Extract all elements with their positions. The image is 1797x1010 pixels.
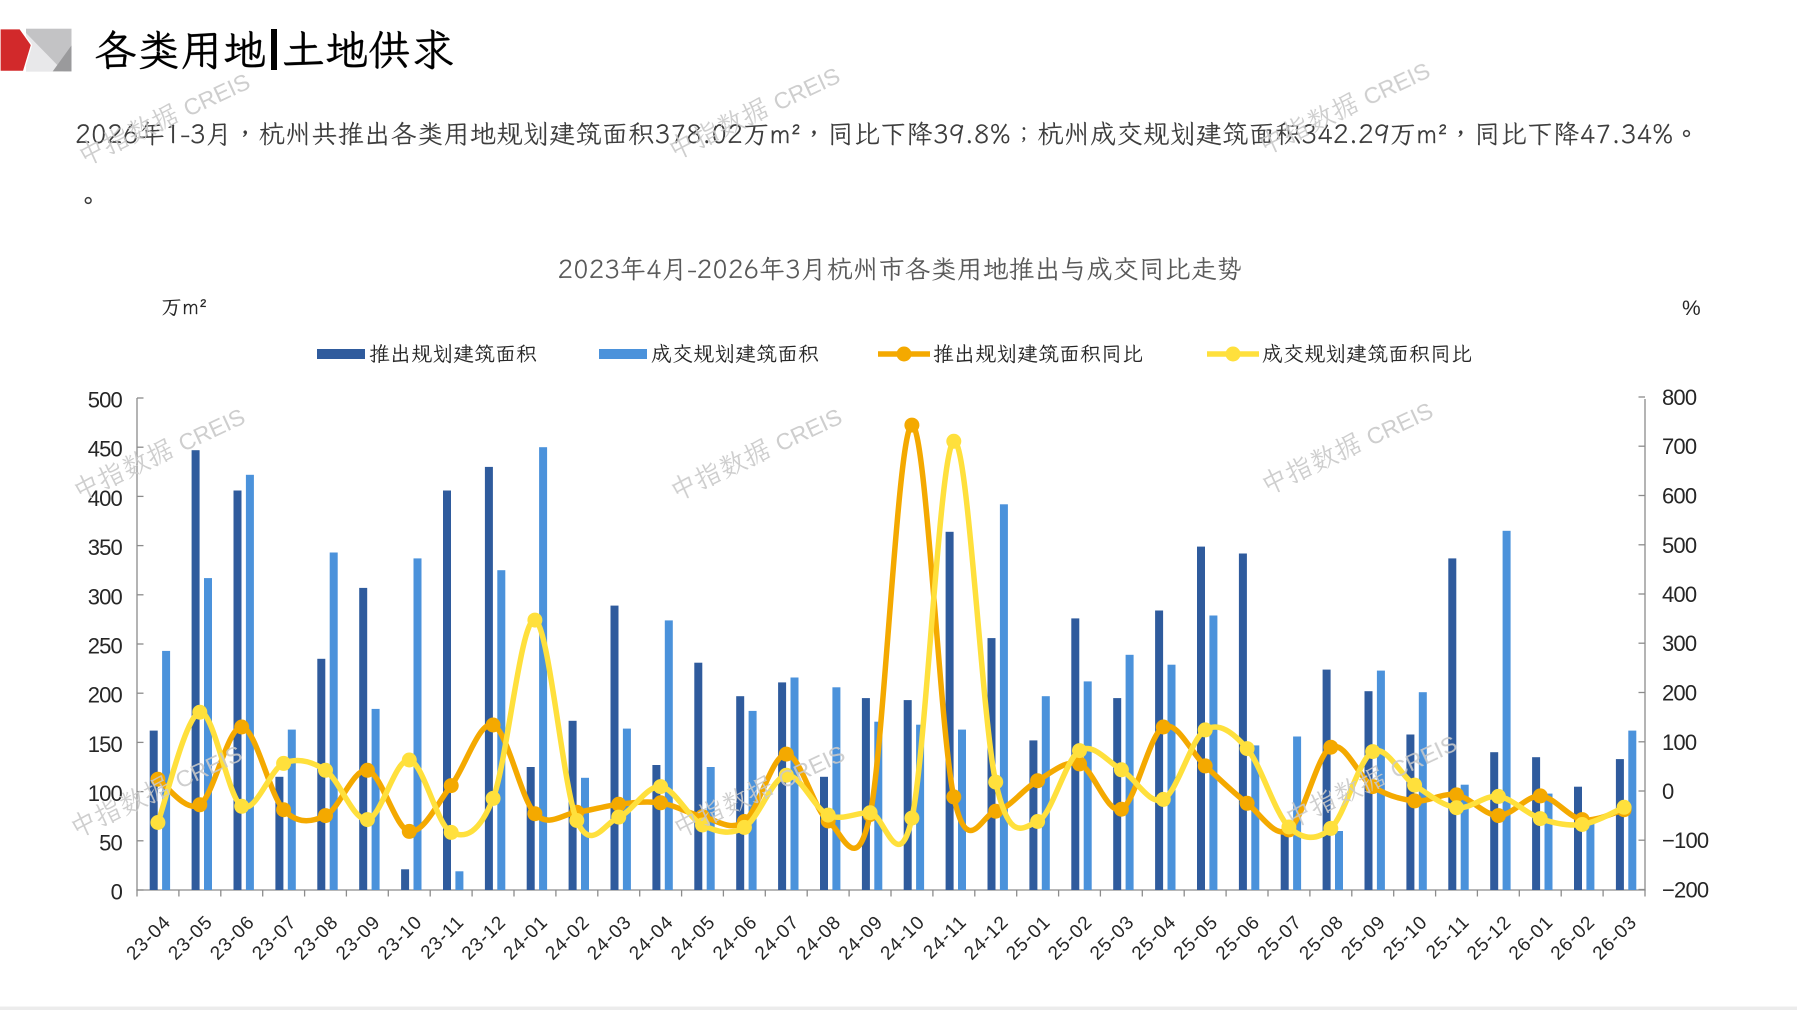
- svg-text:24-04: 24-04: [625, 912, 678, 965]
- svg-text:−100: −100: [1662, 828, 1709, 853]
- svg-text:100: 100: [88, 781, 123, 806]
- svg-text:24-11: 24-11: [920, 912, 972, 964]
- svg-text:23-09: 23-09: [332, 912, 385, 965]
- svg-text:23-07: 23-07: [248, 912, 301, 965]
- svg-text:CREIS: CREIS: [1359, 57, 1434, 110]
- svg-text:CREIS: CREIS: [769, 62, 844, 115]
- svg-text:700: 700: [1662, 434, 1697, 459]
- svg-text:100: 100: [1662, 730, 1697, 755]
- svg-text:50: 50: [99, 830, 122, 855]
- svg-text:400: 400: [1662, 582, 1697, 607]
- svg-text:23-12: 23-12: [458, 912, 511, 965]
- svg-text:25-07: 25-07: [1254, 912, 1307, 965]
- svg-text:23-08: 23-08: [290, 912, 343, 965]
- svg-text:CREIS: CREIS: [771, 403, 846, 456]
- svg-text:23-04: 23-04: [123, 912, 176, 965]
- svg-text:25-09: 25-09: [1337, 912, 1390, 965]
- svg-text:24-12: 24-12: [960, 912, 1013, 965]
- svg-text:300: 300: [1662, 631, 1697, 656]
- svg-text:25-03: 25-03: [1086, 912, 1139, 965]
- svg-text:26-02: 26-02: [1547, 912, 1600, 965]
- svg-text:500: 500: [88, 388, 123, 413]
- svg-text:24-03: 24-03: [583, 912, 636, 965]
- svg-text:24-07: 24-07: [751, 912, 804, 965]
- svg-text:CREIS: CREIS: [174, 403, 249, 456]
- svg-text:200: 200: [88, 683, 123, 708]
- svg-text:800: 800: [1662, 385, 1697, 410]
- svg-text:25-06: 25-06: [1212, 912, 1265, 965]
- svg-text:600: 600: [1662, 484, 1697, 509]
- svg-text:300: 300: [88, 584, 123, 609]
- svg-text:26-03: 26-03: [1589, 912, 1642, 965]
- svg-text:24-05: 24-05: [667, 912, 720, 965]
- svg-text:25-08: 25-08: [1296, 912, 1349, 965]
- svg-text:24-01: 24-01: [500, 912, 553, 965]
- svg-text:25-12: 25-12: [1463, 912, 1516, 965]
- svg-text:25-10: 25-10: [1379, 912, 1432, 965]
- svg-text:0: 0: [111, 880, 123, 905]
- svg-text:24-08: 24-08: [793, 912, 846, 965]
- svg-text:24-10: 24-10: [877, 912, 930, 965]
- svg-text:500: 500: [1662, 533, 1697, 558]
- svg-text:350: 350: [88, 535, 123, 560]
- svg-text:200: 200: [1662, 681, 1697, 706]
- svg-text:26-01: 26-01: [1505, 912, 1558, 965]
- svg-text:24-06: 24-06: [709, 912, 762, 965]
- svg-text:400: 400: [88, 486, 123, 511]
- svg-text:23-05: 23-05: [165, 912, 218, 965]
- svg-text:24-09: 24-09: [835, 912, 888, 965]
- svg-text:25-02: 25-02: [1044, 912, 1097, 965]
- svg-text:25-01: 25-01: [1002, 912, 1055, 965]
- svg-text:0: 0: [1662, 779, 1674, 804]
- svg-text:23-11: 23-11: [417, 912, 469, 964]
- svg-text:25-11: 25-11: [1422, 912, 1474, 964]
- svg-text:25-04: 25-04: [1128, 912, 1181, 965]
- svg-text:%: %: [1682, 297, 1701, 320]
- svg-text:23-10: 23-10: [374, 912, 427, 965]
- svg-text:CREIS: CREIS: [179, 68, 254, 121]
- svg-text:250: 250: [88, 634, 123, 659]
- svg-text:−200: −200: [1662, 878, 1709, 903]
- svg-text:25-05: 25-05: [1170, 912, 1223, 965]
- svg-text:23-06: 23-06: [206, 912, 259, 965]
- svg-text:150: 150: [88, 732, 123, 757]
- svg-text:CREIS: CREIS: [1362, 397, 1437, 450]
- svg-text:24-02: 24-02: [542, 912, 595, 965]
- svg-text:450: 450: [88, 437, 123, 462]
